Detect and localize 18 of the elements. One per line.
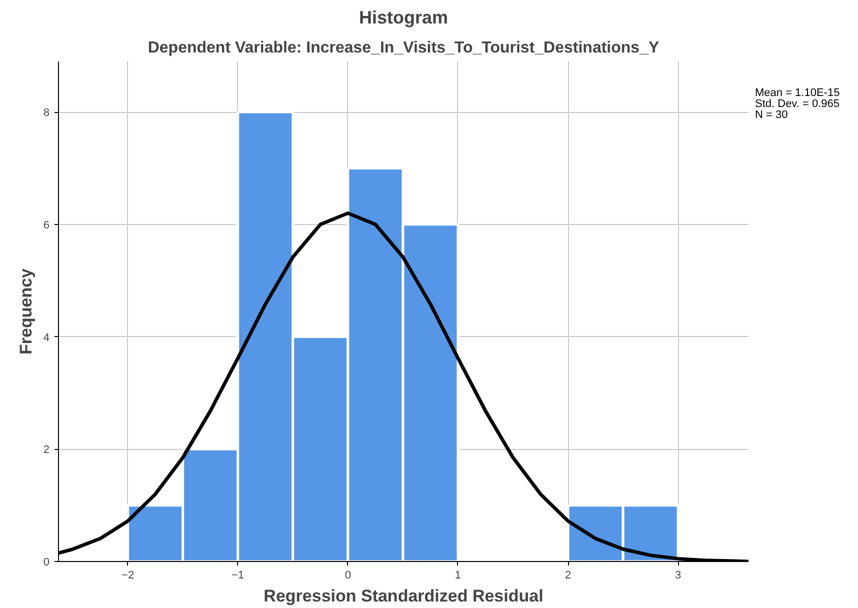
y-tick-label: 6 (43, 219, 50, 232)
x-tick-label: −1 (232, 570, 244, 582)
x-axis-title: Regression Standardized Residual (264, 586, 544, 606)
x-tick-label: 0 (344, 570, 351, 582)
y-tick-label: 4 (43, 332, 50, 344)
x-tick-label: −2 (122, 570, 134, 582)
x-tick-label: 3 (675, 570, 682, 582)
x-tick-label: 2 (564, 570, 572, 582)
text: Mean = 1.10E-15 (755, 87, 840, 99)
y-tick-label: 2 (43, 444, 50, 456)
chart-subtitle: Dependent Variable: Increase_In_Visits_To_Tourist_Destinations_Y (148, 40, 660, 56)
y-tick-label: 8 (43, 107, 50, 120)
chart-title: Histogram (358, 8, 448, 28)
x-tick-label: 1 (454, 570, 462, 582)
y-axis-title: Frequency (16, 268, 36, 354)
text: N = 30 (755, 109, 788, 121)
text: Std. Dev. = 0.965 (755, 98, 840, 110)
y-tick-label: 0 (43, 556, 50, 568)
